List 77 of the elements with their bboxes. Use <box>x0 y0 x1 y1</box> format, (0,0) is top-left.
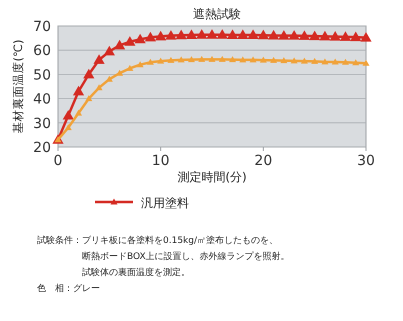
point <box>342 58 349 65</box>
chart-title: 遮熱試験 <box>193 7 241 21</box>
point <box>309 30 320 40</box>
point <box>106 76 113 82</box>
text: 色 相：グレー <box>37 283 100 294</box>
point <box>93 54 105 64</box>
point <box>332 58 339 65</box>
point <box>134 34 146 44</box>
y-tick-label: 40 <box>33 92 51 108</box>
x-tick-label: 10 <box>152 153 170 169</box>
point <box>114 40 126 50</box>
point <box>178 56 185 62</box>
point <box>288 30 300 40</box>
point <box>250 56 257 62</box>
y-axis-title: 基材裏面温度(℃) <box>11 40 25 134</box>
point <box>300 58 308 64</box>
point <box>362 60 370 66</box>
point <box>206 29 218 39</box>
point <box>258 30 269 40</box>
point <box>83 68 94 78</box>
point <box>165 30 177 40</box>
y-tick-label: 30 <box>33 116 51 132</box>
point <box>196 29 208 39</box>
point <box>208 56 216 62</box>
point <box>186 29 198 39</box>
point <box>146 58 154 65</box>
y-tick-label: 60 <box>33 43 51 60</box>
point <box>62 110 74 120</box>
point <box>157 58 164 64</box>
point <box>290 57 298 64</box>
point <box>321 58 328 64</box>
point <box>298 30 310 40</box>
point <box>72 86 84 96</box>
text: 試験体の裏面温度を測定。 <box>82 267 190 278</box>
x-axis-title: 測定時間(分) <box>177 170 247 184</box>
point <box>330 31 341 41</box>
point <box>319 30 331 40</box>
text: 試験条件：ブリキ板に各塗料を0.15kg/㎡塗布したものを、 <box>37 235 278 246</box>
x-tick-label: 20 <box>254 153 272 169</box>
y-tick-label: 70 <box>33 19 51 35</box>
point <box>311 58 318 64</box>
point <box>167 56 174 63</box>
point <box>350 32 362 42</box>
point <box>239 56 246 62</box>
x-tick-label: 30 <box>357 153 375 169</box>
point <box>226 29 238 39</box>
legend-label: 汎用塗料 <box>141 196 189 210</box>
point <box>260 56 267 63</box>
point <box>126 64 134 71</box>
y-tick-label: 50 <box>33 67 51 84</box>
point <box>64 124 72 130</box>
point <box>280 57 288 64</box>
point <box>278 30 290 40</box>
point <box>124 36 136 46</box>
point <box>270 56 278 63</box>
y-tick-label: 20 <box>33 140 51 156</box>
point <box>247 29 259 39</box>
point <box>75 110 82 116</box>
point <box>229 56 236 62</box>
point <box>176 30 187 40</box>
point <box>136 61 144 68</box>
point <box>155 30 166 40</box>
point <box>216 29 228 39</box>
point <box>85 95 92 102</box>
point <box>352 59 360 66</box>
point <box>218 56 226 62</box>
point <box>188 56 195 62</box>
x-tick-label: 0 <box>54 153 62 169</box>
point <box>340 31 352 41</box>
point <box>96 84 103 90</box>
point <box>268 30 280 40</box>
point <box>237 29 248 39</box>
point <box>198 56 206 62</box>
point <box>104 46 115 56</box>
point <box>360 32 372 42</box>
text: 断熱ボードBOX上に設置し、赤外線ランプを照射。 <box>82 251 290 262</box>
point <box>144 32 156 42</box>
